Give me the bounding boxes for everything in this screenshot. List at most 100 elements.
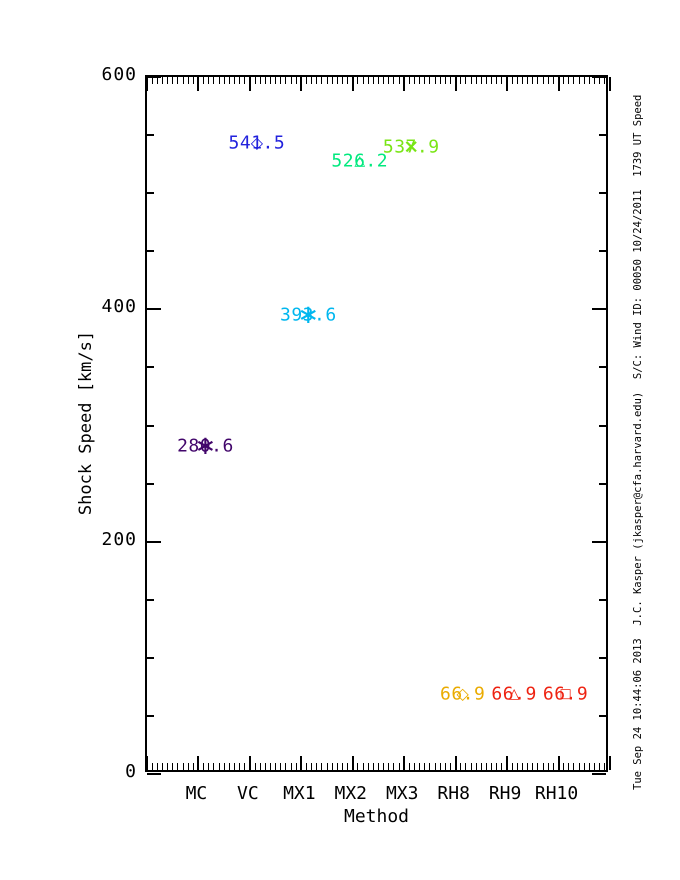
x-minor-tick xyxy=(285,763,287,770)
x-minor-tick xyxy=(547,763,549,770)
x-minor-tick xyxy=(192,77,194,84)
x-minor-tick xyxy=(568,763,570,770)
x-marker-icon: × xyxy=(403,135,420,158)
x-minor-tick xyxy=(573,77,575,84)
x-minor-tick xyxy=(156,763,158,770)
diamond-marker-icon: ◇ xyxy=(250,132,264,152)
x-minor-tick xyxy=(254,77,256,84)
x-minor-tick xyxy=(203,763,205,770)
x-minor-tick xyxy=(480,77,482,84)
x-minor-tick xyxy=(537,77,539,84)
x-major-tick xyxy=(146,77,148,91)
x-minor-tick xyxy=(228,763,230,770)
y-major-tick xyxy=(592,773,606,775)
x-minor-tick xyxy=(244,763,246,770)
triangle-marker-icon: △ xyxy=(354,152,366,169)
asterisk-marker-icon: ∗ xyxy=(194,431,217,462)
x-minor-tick xyxy=(362,77,364,84)
x-minor-tick xyxy=(393,77,395,84)
x-minor-tick xyxy=(501,77,503,84)
x-minor-tick xyxy=(357,77,359,84)
x-category-label-mx3: MX3 xyxy=(385,783,419,804)
x-minor-tick xyxy=(470,763,472,770)
x-minor-tick xyxy=(336,77,338,84)
x-minor-tick xyxy=(414,763,415,770)
x-minor-tick xyxy=(295,77,297,84)
x-minor-tick xyxy=(480,763,482,770)
data-label-mc: 280.6 xyxy=(177,435,234,457)
x-minor-tick xyxy=(311,763,313,770)
x-minor-tick xyxy=(321,763,323,770)
x-minor-tick xyxy=(264,763,266,770)
x-minor-tick xyxy=(305,763,307,770)
x-major-tick xyxy=(454,756,457,770)
x-minor-tick xyxy=(460,763,462,770)
x-minor-tick xyxy=(568,77,570,84)
x-minor-tick xyxy=(290,763,292,770)
x-minor-tick xyxy=(151,763,153,770)
x-minor-tick xyxy=(604,763,606,770)
x-minor-tick xyxy=(604,77,606,84)
y-major-tick xyxy=(147,76,161,78)
y-minor-tick xyxy=(147,424,154,427)
y-minor-tick xyxy=(599,714,606,717)
x-minor-tick xyxy=(599,763,601,770)
x-major-tick xyxy=(506,77,509,91)
x-minor-tick xyxy=(295,763,297,770)
y-minor-tick xyxy=(599,250,606,253)
x-minor-tick xyxy=(511,77,513,84)
x-minor-tick xyxy=(486,763,488,770)
y-minor-tick xyxy=(147,598,154,601)
x-minor-tick xyxy=(285,77,287,84)
x-minor-tick xyxy=(290,77,292,84)
x-minor-tick xyxy=(398,763,400,770)
triangle-marker-icon: △ xyxy=(508,686,520,703)
x-minor-tick xyxy=(378,763,379,770)
y-minor-tick xyxy=(599,192,606,195)
y-minor-tick xyxy=(147,366,154,369)
x-minor-tick xyxy=(496,77,498,84)
x-minor-tick xyxy=(532,763,534,770)
y-tick-label: 400 xyxy=(101,296,137,318)
x-minor-tick xyxy=(177,763,179,770)
x-category-label-rh10: RH10 xyxy=(534,783,579,804)
x-minor-tick xyxy=(213,763,215,770)
x-minor-tick xyxy=(341,763,343,770)
x-major-tick xyxy=(609,77,611,91)
x-category-label-mc: MC xyxy=(185,783,208,804)
y-minor-tick xyxy=(147,482,154,485)
x-major-tick xyxy=(454,77,457,91)
x-minor-tick xyxy=(372,77,374,84)
x-category-label-mx1: MX1 xyxy=(283,783,316,804)
x-minor-tick xyxy=(208,77,210,84)
data-label-rh10: 66.9 xyxy=(542,683,589,705)
x-minor-tick xyxy=(167,763,169,770)
y-minor-tick xyxy=(599,598,606,601)
x-minor-tick xyxy=(465,763,467,770)
x-minor-tick xyxy=(563,763,565,770)
x-minor-tick xyxy=(419,763,421,770)
x-minor-tick xyxy=(223,77,225,84)
x-minor-tick xyxy=(182,763,184,770)
x-minor-tick xyxy=(223,763,225,770)
x-minor-tick xyxy=(259,763,261,770)
x-minor-tick xyxy=(275,763,277,770)
x-minor-tick xyxy=(547,77,549,84)
plot-credit-annotation: Tue Sep 24 10:44:06 2013 J.C. Kasper (jk… xyxy=(632,94,644,790)
x-minor-tick xyxy=(383,77,385,84)
asterisk-marker-icon: ∗ xyxy=(297,299,320,330)
x-minor-tick xyxy=(388,763,390,770)
x-minor-tick xyxy=(563,77,565,84)
x-major-tick xyxy=(300,756,303,770)
y-minor-tick xyxy=(147,134,154,137)
x-minor-tick xyxy=(578,763,580,770)
x-minor-tick xyxy=(429,77,431,84)
x-minor-tick xyxy=(573,763,575,770)
x-minor-tick xyxy=(450,77,452,84)
x-category-label-rh8: RH8 xyxy=(437,783,470,804)
square-marker-icon: □ xyxy=(559,686,572,702)
x-minor-tick xyxy=(501,763,503,770)
x-minor-tick xyxy=(588,763,590,770)
y-major-tick xyxy=(592,308,606,311)
x-minor-tick xyxy=(588,77,590,84)
